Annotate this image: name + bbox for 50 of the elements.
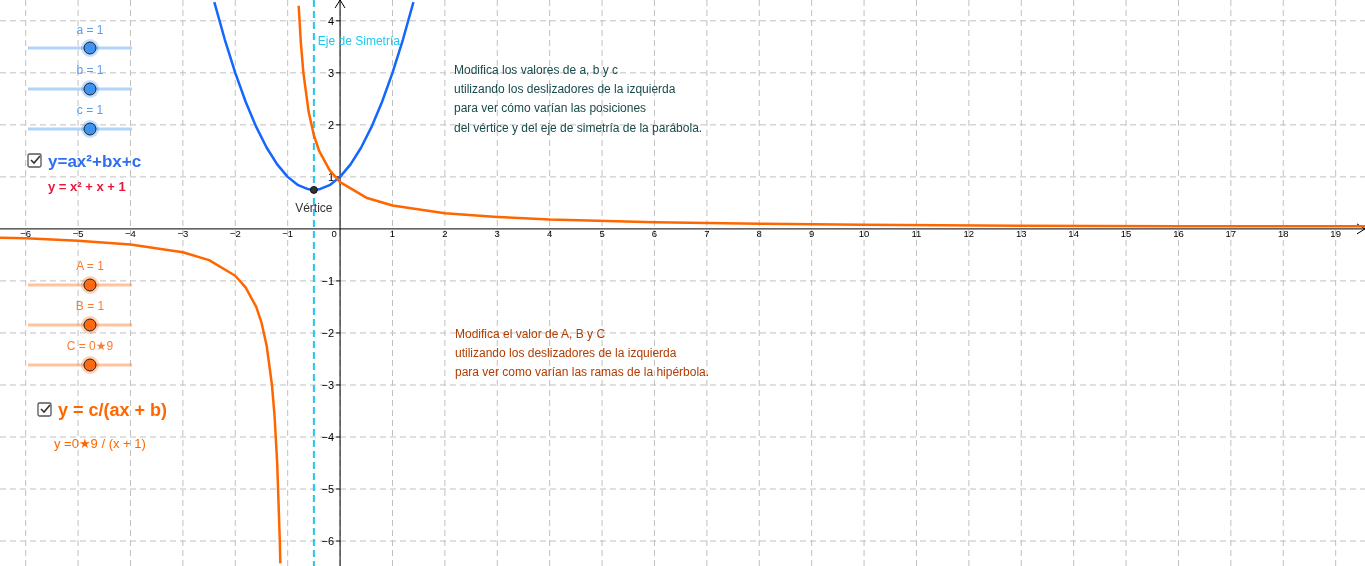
x-tick-label: 18 [1277,228,1289,240]
x-tick-label: 5 [599,228,605,240]
annotation: b = 1 [76,63,104,77]
x-tick-label: −2 [229,228,241,240]
x-tick-label: 13 [1015,228,1027,240]
x-tick-label: 8 [756,228,762,240]
annotation: B = 1 [75,299,105,313]
x-tick-label: 1 [389,228,396,240]
x-tick-label: 0 [331,228,337,240]
x-tick-label: −4 [125,228,136,240]
annotation: y = c/(ax + b) [58,400,168,420]
y-tick-label: −1 [321,274,335,287]
line-series [213,0,415,192]
y-tick-label: −6 [321,534,335,547]
x-tick-label: 10 [858,228,870,240]
y-tick-label: 3 [327,66,335,79]
annotation: c = 1 [76,103,104,117]
x-tick-label: 14 [1068,228,1079,240]
annotation: A = 1 [76,259,105,273]
annotation: a = 1 [76,23,104,37]
x-tick-label: −1 [282,228,294,240]
x-tick-label: 2 [442,228,448,240]
y-tick-label: −4 [321,430,335,443]
x-tick-label: 15 [1120,228,1132,240]
x-tick-label: 3 [494,228,500,240]
y-tick-label: −2 [321,326,335,339]
x-tick-label: 7 [704,228,710,240]
annotation: y=ax²+bx+c [48,152,142,171]
x-tick-label: 16 [1173,228,1184,240]
x-tick-label: −3 [177,228,189,240]
y-tick-label: −5 [321,482,335,495]
y-tick-label: 1 [327,170,335,183]
annotation: y =0★9 / (x + 1) [54,436,146,451]
annotation: y = x² + x + 1 [48,179,126,194]
x-tick-label: 19 [1330,228,1341,240]
y-tick-label: 4 [327,14,335,27]
x-tick-label: 11 [911,228,922,240]
x-tick-label: −6 [20,228,32,240]
x-tick-label: 9 [809,228,815,240]
annotation: C = 0★9 [66,339,114,353]
x-tick-label: 17 [1225,228,1237,240]
annotation: Modifica el valor de A, B y C utilizando los deslizadores de la izquierda para ver como varían las ramas de la hipérbola. [455,327,710,380]
y-tick-label: 2 [327,118,335,131]
x-tick-label: 12 [963,228,975,240]
annotation: Vértice [295,200,333,215]
x-tick-label: 4 [547,228,553,240]
x-tick-label: 6 [651,228,658,240]
y-tick-label: −3 [321,378,335,391]
x-tick-label: −5 [72,228,84,240]
annotation: Modifica los valores de a, b y c utilizando los deslizadores de la izquierda para ver cómo varían las posiciones del vértice y del eje de simetría de la parábola. [454,63,703,135]
